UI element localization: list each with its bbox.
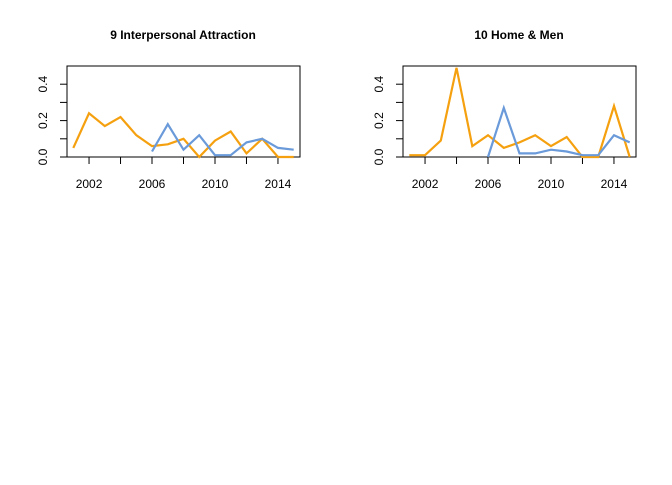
x-tick-label: 2014: [265, 177, 292, 191]
x-tick-label: 2010: [202, 177, 229, 191]
chart-panel-1: 9 Interpersonal Attraction 2002 2006 2010 20…: [36, 28, 300, 191]
x-tick-label: 2006: [139, 177, 166, 191]
chart-panel-2: 10 Home & Men 2002 2006 2010 2014 0.0 0.2 0.4: [372, 28, 636, 191]
y-tick-label: 0.2: [36, 112, 50, 129]
y-tick-label: 0.0: [372, 148, 386, 165]
y-tick-label: 0.4: [372, 76, 386, 93]
series-line-2: [488, 108, 630, 157]
x-tick-label: 2014: [601, 177, 628, 191]
series-line-1: [409, 68, 629, 157]
chart-title: 9 Interpersonal Attraction: [110, 28, 256, 42]
chart-title: 10 Home & Men: [474, 28, 563, 42]
y-tick-label: 0.4: [36, 76, 50, 93]
x-tick-label: 2002: [412, 177, 439, 191]
x-tick-label: 2010: [538, 177, 565, 191]
y-tick-label: 0.2: [372, 112, 386, 129]
x-tick-label: 2002: [76, 177, 103, 191]
y-tick-label: 0.0: [36, 148, 50, 165]
x-tick-label: 2006: [475, 177, 502, 191]
